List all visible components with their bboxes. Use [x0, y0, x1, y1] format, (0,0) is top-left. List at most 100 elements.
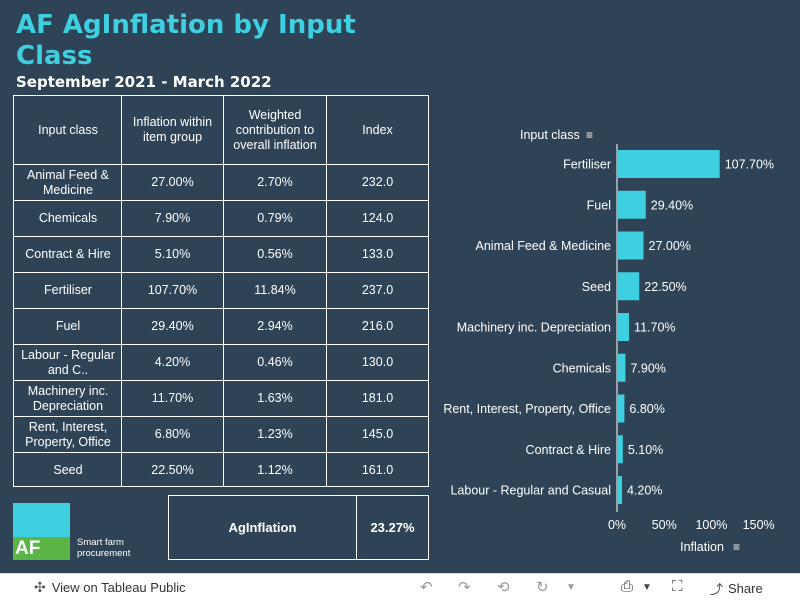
sort-icon: ≡: [586, 128, 593, 142]
table-cell-input-class: Seed: [53, 463, 83, 477]
logo-tagline-line-2: procurement: [77, 548, 131, 559]
logo-letters: AF: [15, 538, 41, 559]
x-tick-label: 150%: [743, 518, 775, 532]
table-cell-input-class: Rent, Interest, Property, Office: [25, 419, 111, 449]
table-cell-input-class: Fuel: [55, 319, 81, 333]
table-cell-weighted: 2.70%: [257, 175, 293, 189]
table-header-cell: Index: [362, 122, 393, 137]
table-cell-inflation: 27.00%: [151, 175, 194, 189]
chevron-down-icon[interactable]: ▼: [566, 582, 576, 593]
fullscreen-icon[interactable]: ⛶: [672, 578, 683, 595]
table-cell-index: 161.0: [361, 463, 394, 477]
refresh-icon[interactable]: ↻: [536, 579, 549, 596]
inflation-bar-chart: Input class ≡ Fertiliser 107.70% Fuel 29.40% A…: [430, 120, 800, 560]
table-cell-index: 216.0: [361, 319, 394, 333]
table-cell-weighted: 2.94%: [257, 319, 293, 333]
bar: [618, 272, 640, 301]
table-cell-inflation: 5.10%: [154, 247, 191, 261]
table-cell-inflation: 29.40%: [151, 319, 194, 333]
table-column-divider: [121, 96, 122, 486]
y-axis-label: Input class: [520, 128, 580, 142]
category-label: Rent, Interest, Property, Office: [443, 402, 611, 416]
bar: [618, 313, 630, 341]
bar-value-label: 107.70%: [725, 158, 774, 172]
bar: [618, 190, 646, 219]
table-cell-weighted: 1.63%: [257, 391, 293, 405]
page-title: AF AgInflation by Input Class: [16, 10, 356, 71]
table-cell-input-class: Machinery inc. Depreciation: [27, 383, 109, 413]
bar: [618, 476, 622, 504]
table-column-divider: [223, 96, 224, 486]
category-label: Fertiliser: [563, 158, 611, 172]
table-cell-inflation: 11.70%: [151, 391, 194, 405]
bar: [618, 394, 625, 423]
bar-value-label: 11.70%: [634, 321, 675, 335]
inflation-table: Input class Inflation within item group We…: [13, 95, 429, 487]
download-icon[interactable]: ⎙: [621, 578, 634, 595]
table-header-cell: Input class: [38, 122, 98, 137]
table-cell-index: 133.0: [361, 247, 394, 261]
bar-value-label: 7.90%: [630, 361, 665, 375]
revert-icon[interactable]: ⟲: [497, 579, 510, 596]
logo-tagline: Smart farm procurement: [77, 537, 130, 559]
table-row-divider: [14, 416, 428, 417]
bar-value-label: 4.20%: [627, 484, 662, 498]
x-axis-label: Inflation: [680, 540, 724, 554]
bar-value-label: 6.80%: [629, 402, 664, 416]
table-row-divider: [14, 164, 428, 165]
x-tick-label: 0%: [608, 518, 626, 532]
chart-svg: Input class ≡ Fertiliser 107.70% Fuel 29.40% A…: [443, 128, 775, 554]
table-cell-index: 232.0: [361, 175, 394, 189]
aginflation-label: AgInflation: [228, 520, 297, 535]
table-column-divider: [326, 96, 327, 486]
x-tick-label: 50%: [652, 518, 677, 532]
table-cell-weighted: 1.12%: [257, 463, 293, 477]
table-cell-inflation: 6.80%: [154, 427, 191, 441]
bar-value-label: 5.10%: [628, 443, 663, 457]
x-tick-label: 100%: [695, 518, 727, 532]
category-label: Machinery inc. Depreciation: [457, 321, 611, 335]
bar: [618, 231, 644, 260]
undo-icon[interactable]: ↶: [420, 579, 433, 596]
table-cell-index: 145.0: [361, 427, 394, 441]
share-label: Share: [728, 581, 763, 596]
table-cell-weighted: 0.56%: [257, 247, 293, 261]
table-cell-input-class: Labour - Regular and C..: [21, 347, 115, 377]
table-header-cell: Inflation within item group: [132, 115, 213, 144]
share-button[interactable]: ⤴ Share: [710, 579, 763, 598]
divider: [356, 496, 357, 559]
bar-value-label: 27.00%: [649, 239, 691, 253]
share-icon: ⤴: [710, 582, 724, 597]
download-chevron-icon[interactable]: ▼: [642, 582, 652, 593]
table-cell-weighted: 1.23%: [257, 427, 293, 441]
table-cell-input-class: Contract & Hire: [25, 247, 111, 261]
tableau-toolbar: ✣ View on Tableau Public ↶ ↷ ⟲ ↻ ▼ ⎙ ▼ ⛶…: [0, 573, 800, 600]
table-cell-inflation: 4.20%: [154, 355, 191, 369]
table-cell-input-class: Fertiliser: [44, 283, 92, 297]
table-cell-weighted: 0.46%: [257, 355, 293, 369]
table-cell-inflation: 107.70%: [147, 283, 198, 297]
table-cell-index: 130.0: [361, 355, 394, 369]
bar: [618, 435, 623, 464]
table-row-divider: [14, 308, 428, 309]
table-cell-inflation: 7.90%: [154, 211, 191, 225]
page-subtitle: September 2021 - March 2022: [16, 73, 272, 91]
table-cell-weighted: 0.79%: [257, 211, 293, 225]
table-cell-input-class: Chemicals: [38, 211, 98, 225]
category-label: Contract & Hire: [526, 443, 611, 457]
table-header-cell: Weighted contribution to overall inflati…: [233, 107, 317, 152]
aginflation-value: 23.27%: [370, 520, 415, 535]
view-on-tableau-label: View on Tableau Public: [51, 580, 186, 595]
category-label: Labour - Regular and Casual: [450, 484, 611, 498]
redo-icon[interactable]: ↷: [458, 579, 471, 596]
view-on-tableau-link[interactable]: ✣ View on Tableau Public: [34, 579, 186, 596]
tableau-logo-icon: ✣: [34, 579, 46, 595]
category-label: Chemicals: [553, 361, 611, 375]
x-sort-icon: ≡: [733, 540, 740, 554]
logo-top-block: [13, 503, 70, 537]
table-row-divider: [14, 452, 428, 453]
bar-value-label: 22.50%: [644, 280, 686, 294]
category-label: Fuel: [587, 198, 611, 212]
logo-tagline-line-1: Smart farm: [77, 537, 124, 548]
table-cell-index: 181.0: [361, 391, 394, 405]
